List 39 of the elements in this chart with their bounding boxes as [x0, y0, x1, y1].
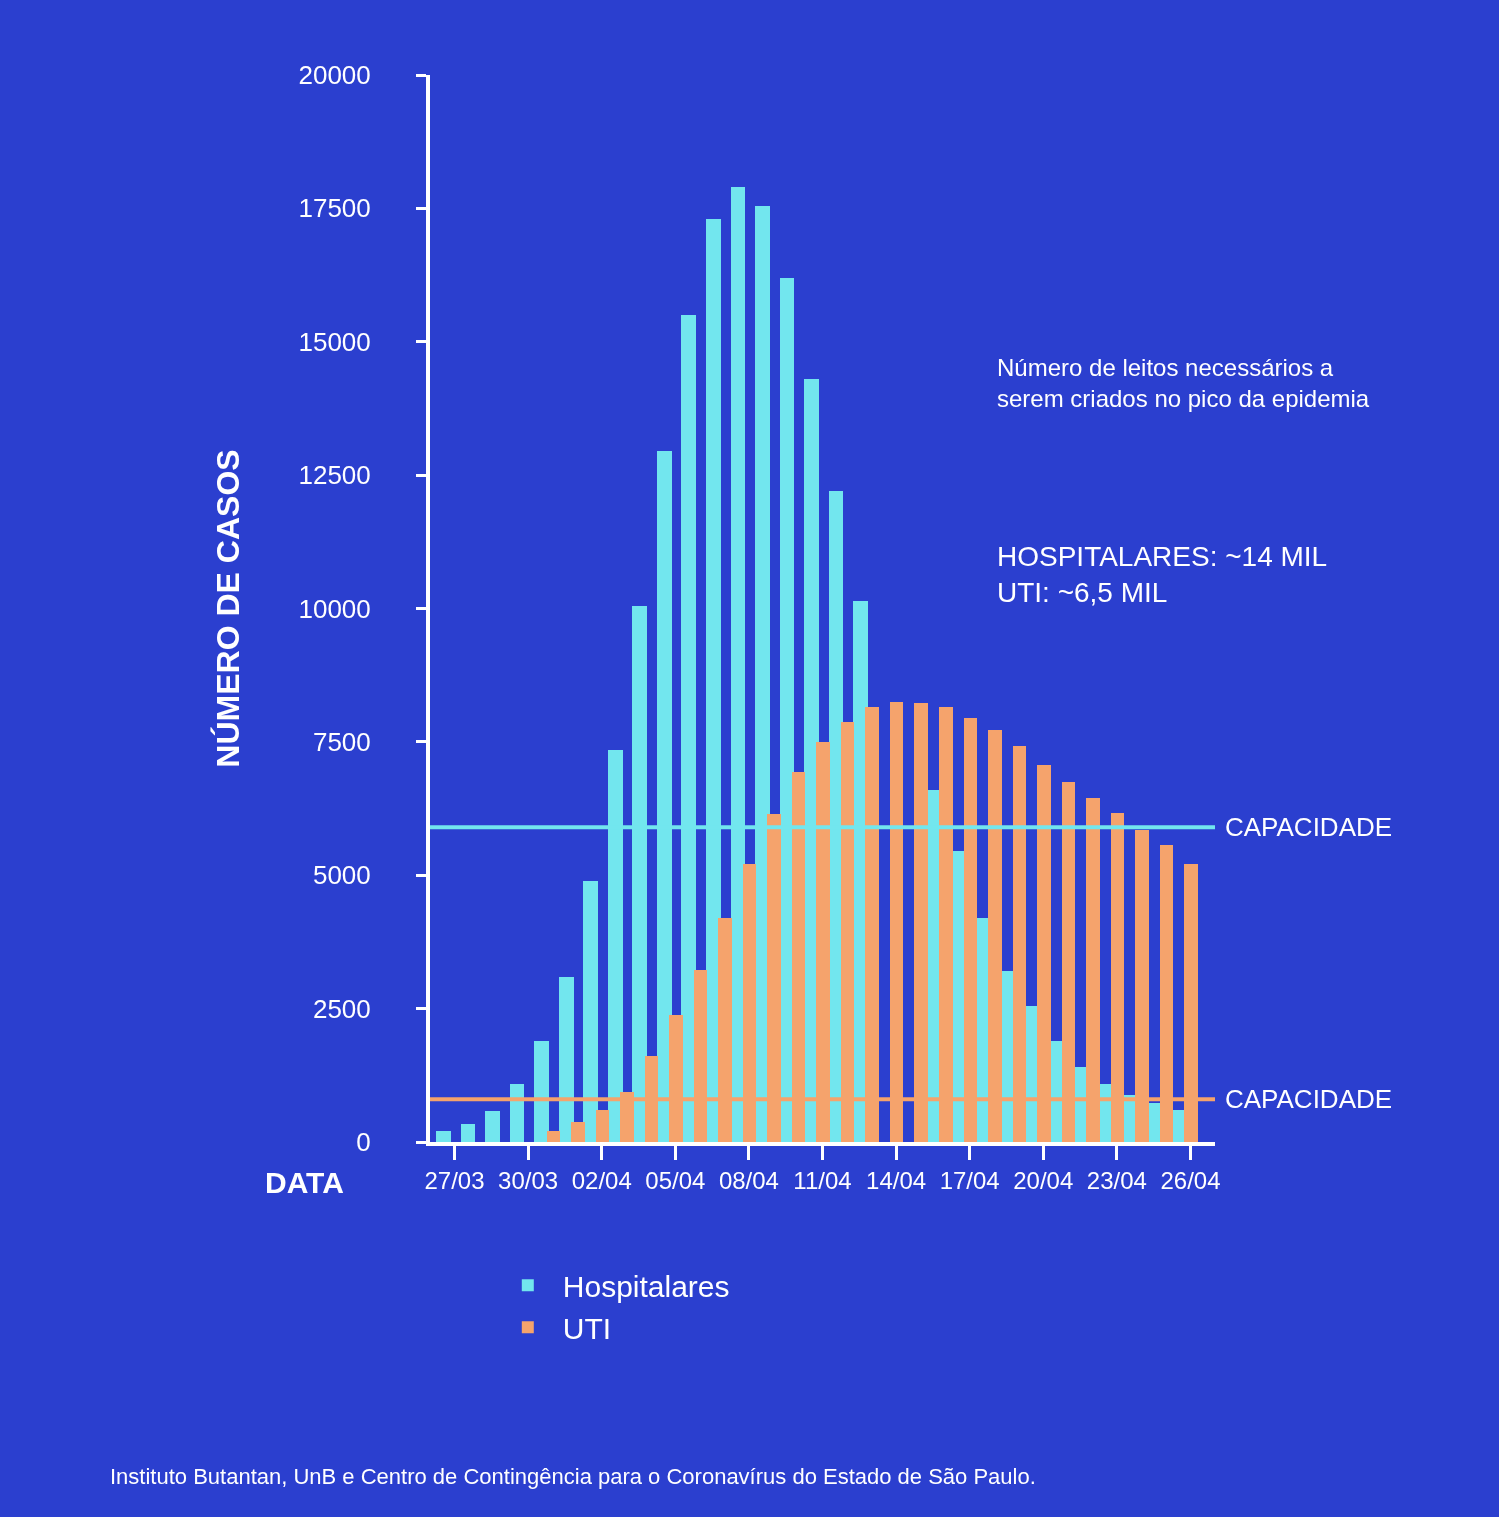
x-tick-label: 30/03: [498, 1166, 559, 1194]
y-tick-label: 0: [356, 1127, 371, 1158]
legend-label: UTI: [562, 1312, 612, 1346]
bar: [596, 1110, 609, 1142]
y-tick-label: 10000: [298, 593, 371, 624]
annotation: Número de leitos necessários a serem criados no pico da epidemia: [997, 354, 1370, 413]
x-tick-label: 08/04: [718, 1166, 779, 1194]
x-tick-label: 17/04: [939, 1166, 1000, 1194]
ref-line-label: CAPACIDADE: [1225, 1084, 1393, 1114]
bar: [547, 1131, 560, 1142]
bar: [485, 1111, 500, 1142]
x-axis-title: DATA: [265, 1166, 344, 1199]
y-axis-title: NÚMERO DE CASOS: [210, 449, 247, 768]
bar: [510, 1084, 524, 1142]
y-tick-label: 12500: [298, 460, 371, 491]
annotation: HOSPITALARES: ~14 MIL UTI: ~6,5 MIL: [997, 541, 1328, 609]
y-tick-label: 17500: [298, 193, 371, 224]
bar: [461, 1124, 475, 1142]
y-tick-label: 5000: [312, 860, 371, 891]
bar: [534, 1041, 549, 1142]
bar: [559, 977, 574, 1142]
y-tick-label: 15000: [298, 326, 371, 357]
x-tick-label: 11/04: [793, 1166, 852, 1194]
x-tick-label: 26/04: [1160, 1166, 1221, 1194]
x-tick-label: 14/04: [866, 1166, 927, 1194]
x-tick-label: 27/03: [424, 1166, 485, 1194]
y-tick-label: 7500: [312, 726, 371, 757]
x-tick-label: 02/04: [571, 1166, 632, 1194]
bar: [583, 881, 598, 1142]
legend-label: Hospitalares: [562, 1270, 730, 1304]
bar: [571, 1122, 585, 1142]
x-tick-label: 23/04: [1086, 1166, 1147, 1194]
x-tick-label: 05/04: [645, 1166, 706, 1194]
bar: [436, 1131, 451, 1142]
y-tick-label: 20000: [298, 60, 371, 91]
text: Instituto Butantan, UnB e Centro de Contingência para o Coronavírus do Estado de São Paulo.: [110, 1464, 1036, 1489]
ref-line-label: CAPACIDADE: [1225, 812, 1393, 842]
y-tick-label: 2500: [312, 993, 371, 1024]
x-tick-label: 20/04: [1013, 1166, 1074, 1194]
